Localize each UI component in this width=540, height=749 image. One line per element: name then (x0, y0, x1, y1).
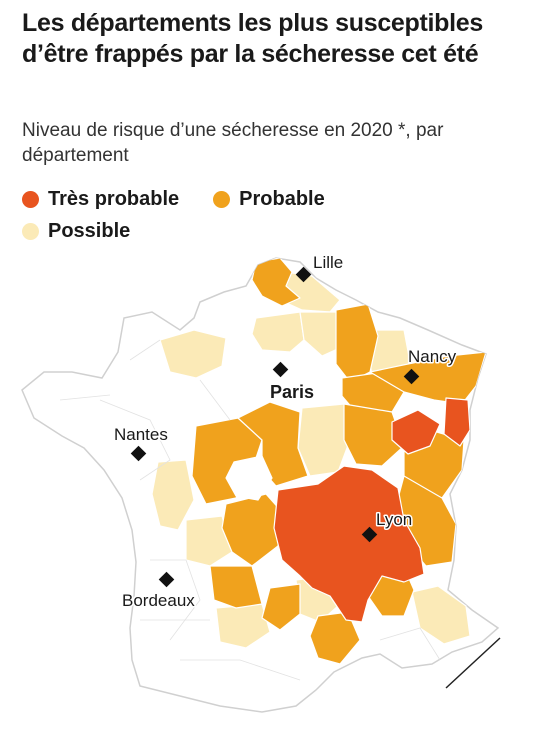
city-marker-nantes (130, 445, 147, 462)
city-label-bordeaux: Bordeaux (122, 591, 195, 610)
city-label-lyon: Lyon (376, 510, 412, 529)
region-tres-probable (273, 397, 471, 623)
legend-label-probable: Probable (239, 187, 325, 210)
city-label-lille: Lille (313, 253, 343, 272)
legend-item-tres-probable: Très probable (22, 188, 179, 211)
legend-item-possible: Possible (22, 220, 130, 243)
legend: Très probable Probable Possible (22, 183, 502, 247)
map-subtitle: Niveau de risque d’une sécheresse en 202… (22, 120, 444, 166)
corsica-divider (445, 637, 501, 689)
legend-swatch-probable (213, 190, 231, 208)
department-borders (59, 339, 441, 681)
city-label-nancy: Nancy (408, 347, 457, 366)
city-label-nantes: Nantes (114, 425, 168, 444)
map-title: Les départements les plus susceptibles d… (22, 9, 484, 68)
region-none (225, 455, 273, 501)
legend-label-possible: Possible (48, 219, 131, 242)
city-label-paris: Paris (270, 382, 314, 402)
legend-item-probable: Probable (213, 188, 325, 211)
legend-swatch-possible (22, 222, 39, 240)
france-drought-map: Lille Nancy Paris Nantes Lyon Bordeaux (21, 252, 501, 713)
legend-label-tres-probable: Très probable (48, 187, 180, 210)
city-marker-bordeaux (158, 571, 175, 588)
legend-swatch-tres-probable (22, 190, 39, 208)
